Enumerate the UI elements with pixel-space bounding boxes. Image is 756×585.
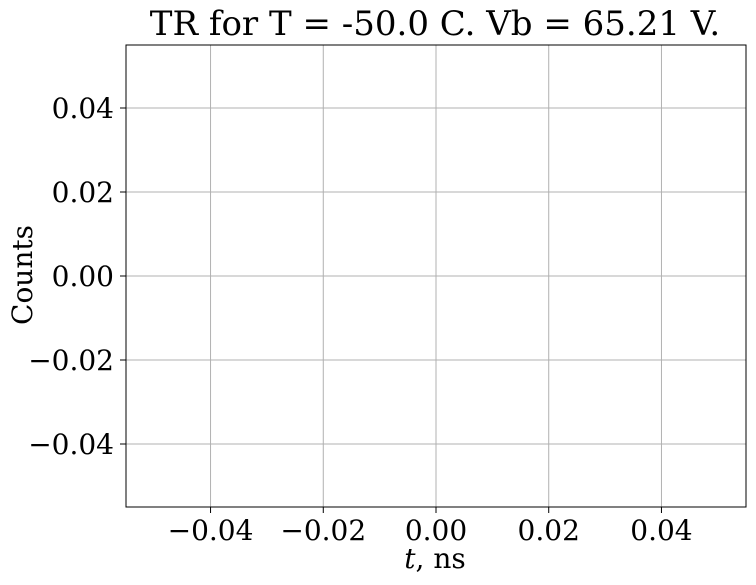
y-tick-label: 0.04 [52, 92, 114, 125]
y-tick-label: −0.04 [28, 428, 114, 461]
x-axis-label-variable: t [404, 542, 416, 575]
x-tick-label: −0.02 [280, 514, 366, 547]
x-tick-label: 0.02 [518, 514, 580, 547]
x-axis-label: t, ns [404, 542, 465, 575]
grid [126, 45, 746, 507]
chart-title: TR for T = -50.0 C. Vb = 65.21 V. [150, 4, 720, 44]
x-tick-label: 0.04 [630, 514, 692, 547]
y-tick-label: 0.02 [52, 176, 114, 209]
y-tick-label: 0.00 [52, 260, 114, 293]
ticks: −0.04 −0.02 0.00 0.02 0.04 −0.04 −0.02 0.00 0.02… [28, 92, 692, 547]
y-axis-label: Counts [6, 225, 39, 325]
x-tick-label: 0.00 [405, 514, 467, 547]
x-tick-label: −0.04 [168, 514, 254, 547]
x-axis-label-unit: , ns [416, 542, 466, 575]
y-tick-label: −0.02 [28, 344, 114, 377]
